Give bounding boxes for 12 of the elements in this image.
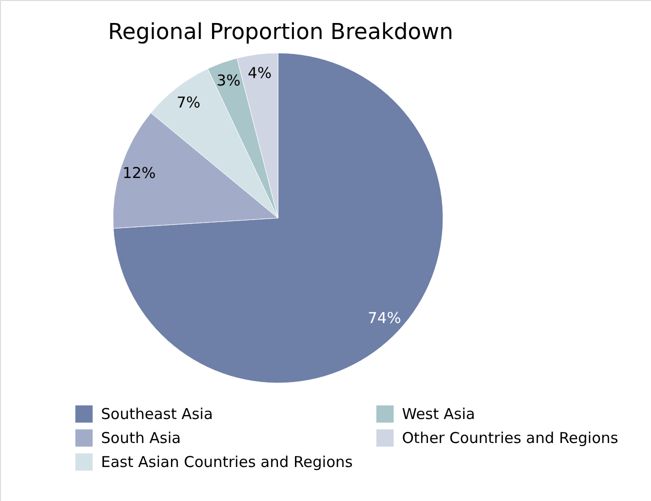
chart-title: Regional Proportion Breakdown	[108, 20, 454, 45]
legend-label: Other Countries and Regions	[402, 429, 618, 447]
legend-label: South Asia	[101, 429, 181, 447]
data-label: 3%	[216, 72, 240, 90]
data-label: 74%	[368, 308, 402, 327]
pie-slice	[113, 52, 444, 384]
legend-label: East Asian Countries and Regions	[101, 453, 353, 471]
legend-label: Southeast Asia	[101, 405, 213, 423]
data-label: 4%	[248, 64, 272, 82]
legend-label: West Asia	[402, 405, 476, 423]
data-label: 12%	[122, 164, 156, 182]
data-label: 7%	[176, 94, 200, 112]
